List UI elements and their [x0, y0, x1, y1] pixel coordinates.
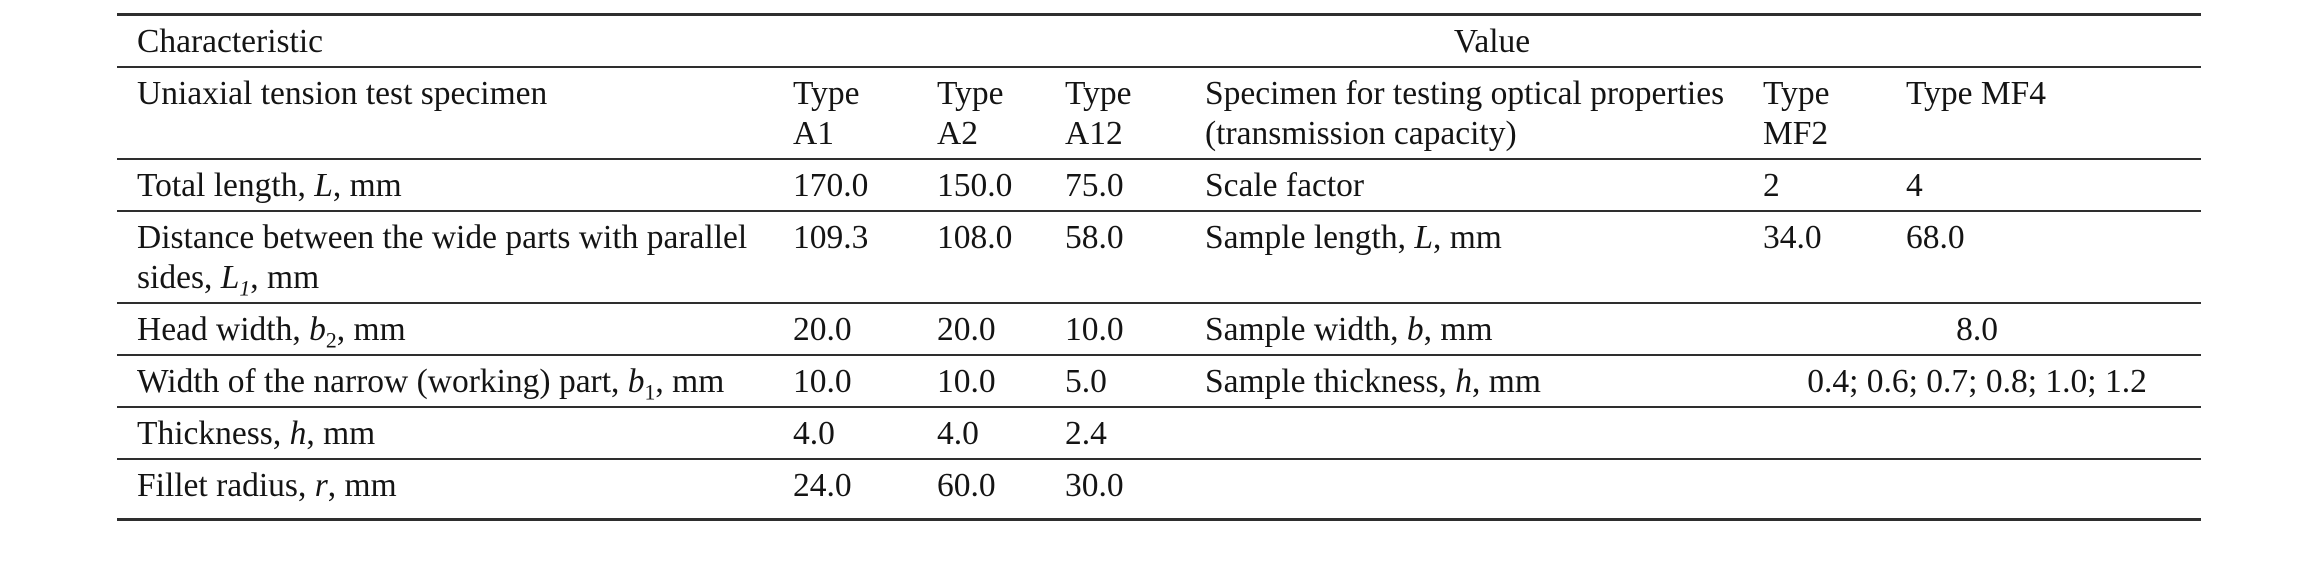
subheader-type-a1: Type A1: [793, 75, 860, 152]
row-label: Fillet radius, r, mm: [137, 467, 397, 504]
table-row-thickness: Thickness, h, mm 4.0 4.0 2.4: [117, 407, 2202, 459]
row-label: Thickness, h, mm: [137, 415, 376, 452]
cell-value-a2: 4.0: [937, 415, 979, 452]
cell-value-mf4: 68.0: [1906, 219, 1965, 256]
cell-value-merged: 8.0: [1956, 311, 1998, 348]
subheader-type-a2: Type A2: [937, 75, 1004, 152]
empty-cell: [1185, 407, 2201, 459]
table-row-fillet-radius: Fillet radius, r, mm 24.0 60.0 30.0: [117, 459, 2202, 519]
row-label: Total length, L, mm: [137, 167, 402, 204]
cell-value-a12: 5.0: [1065, 363, 1107, 400]
subheader-tension-specimen: Uniaxial tension test specimen: [137, 75, 548, 112]
cell-value-a1: 109.3: [793, 219, 869, 256]
header-characteristic: Characteristic: [137, 23, 324, 60]
row-label: Head width, b2, mm: [137, 311, 406, 353]
cell-value-a2: 108.0: [937, 219, 1013, 256]
cell-value-a1: 170.0: [793, 167, 869, 204]
row-label-right: Sample length, L, mm: [1205, 219, 1502, 256]
table-row-narrow-width: Width of the narrow (working) part, b1, …: [117, 355, 2202, 407]
table-row-total-length: Total length, L, mm 170.0 150.0 75.0 Sca…: [117, 159, 2202, 211]
table-row-distance: Distance between the wide parts with par…: [117, 211, 2202, 303]
row-label-right: Sample width, b, mm: [1205, 311, 1493, 348]
subheader-optical-specimen: Specimen for testing optical properties(…: [1205, 75, 1725, 152]
subheader-type-a12: Type A12: [1065, 75, 1132, 152]
cell-value-mf2: 34.0: [1763, 219, 1822, 256]
cell-value-a12: 58.0: [1065, 219, 1124, 256]
row-label: Distance between the wide parts with par…: [137, 219, 748, 301]
cell-value-a2: 10.0: [937, 363, 996, 400]
cell-value-a12: 2.4: [1065, 415, 1107, 452]
subheader-type-mf2: Type MF2: [1763, 75, 1830, 152]
cell-value-a1: 24.0: [793, 467, 852, 504]
table-header-row: Characteristic Value: [117, 15, 2202, 67]
cell-value-a1: 20.0: [793, 311, 852, 348]
cell-value-a12: 10.0: [1065, 311, 1124, 348]
cell-value-a1: 4.0: [793, 415, 835, 452]
subheader-type-mf4: Type MF4: [1906, 75, 2047, 112]
row-label: Width of the narrow (working) part, b1, …: [137, 363, 725, 405]
cell-value-a1: 10.0: [793, 363, 852, 400]
cell-value-a12: 75.0: [1065, 167, 1124, 204]
specimen-characteristics-table: Characteristic Value Uniaxial tension te…: [117, 13, 2202, 521]
table-row-head-width: Head width, b2, mm 20.0 20.0 10.0 Sample…: [117, 303, 2202, 355]
cell-value-merged: 0.4; 0.6; 0.7; 0.8; 1.0; 1.2: [1807, 363, 2147, 400]
cell-value-a2: 20.0: [937, 311, 996, 348]
row-label-right: Scale factor: [1205, 167, 1365, 204]
cell-value-a2: 60.0: [937, 467, 996, 504]
empty-cell: [1185, 459, 2201, 519]
cell-value-mf2: 2: [1763, 167, 1780, 204]
cell-value-a2: 150.0: [937, 167, 1013, 204]
cell-value-mf4: 4: [1906, 167, 1923, 204]
row-label-right: Sample thickness, h, mm: [1205, 363, 1541, 400]
table-subheader-row: Uniaxial tension test specimen Type A1 Ty…: [117, 67, 2202, 159]
header-value: Value: [1453, 23, 1531, 60]
cell-value-a12: 30.0: [1065, 467, 1124, 504]
